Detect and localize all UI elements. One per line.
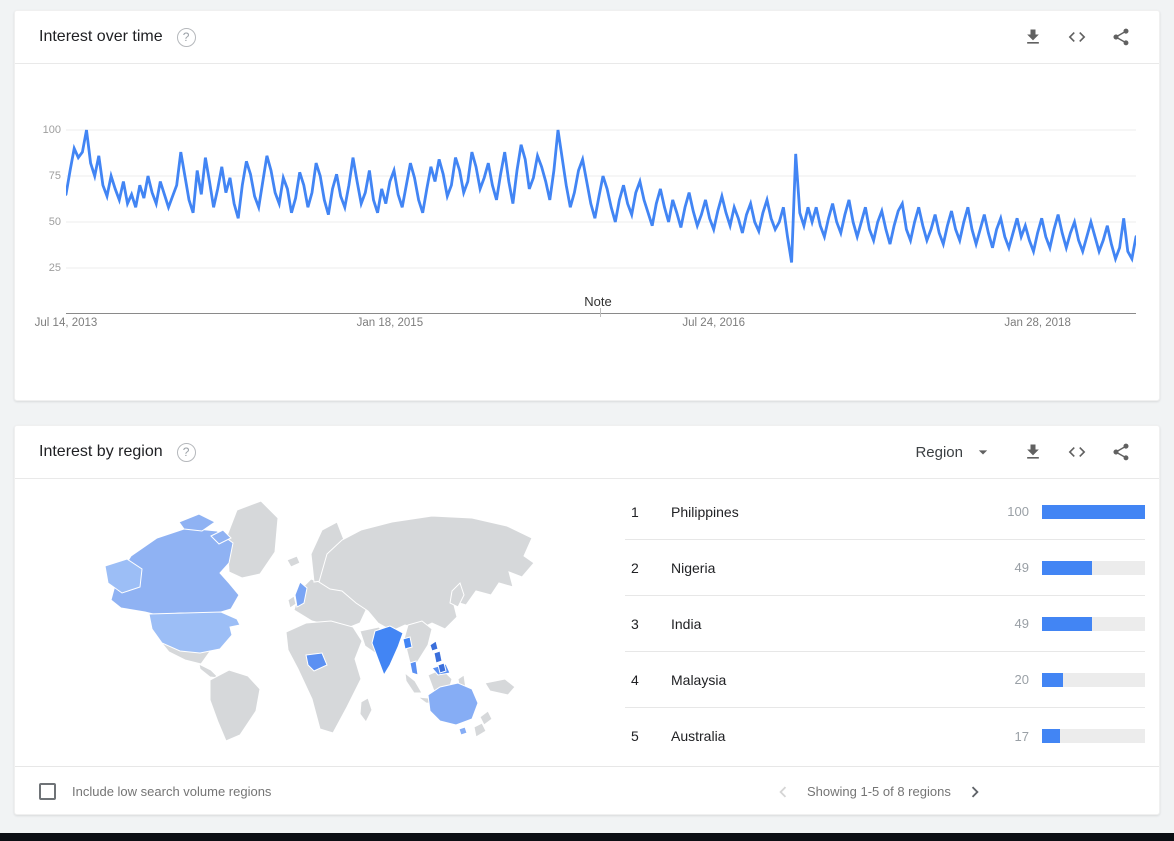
embed-code-icon[interactable] [1065,440,1089,464]
y-axis-label: 50 [48,216,61,228]
map-japan [449,582,465,608]
region-row[interactable]: 3 India 49 [625,596,1145,652]
region-row[interactable]: 1 Philippines 100 [625,484,1145,540]
region-bar-track [1042,616,1145,631]
embed-code-icon[interactable] [1065,25,1089,49]
download-icon[interactable] [1021,25,1045,49]
region-row[interactable]: 2 Nigeria 49 [625,540,1145,596]
help-icon[interactable]: ? [176,442,196,462]
region-country: Nigeria [671,559,716,576]
region-bar-fill [1042,672,1063,687]
trend-line [66,129,1136,264]
include-low-volume-checkbox[interactable] [39,782,56,800]
region-value: 17 [1014,728,1029,744]
region-rank: 5 [631,728,639,744]
region-value: 49 [1014,560,1029,575]
map-country-canada-islands [178,513,232,545]
dropdown-arrow-icon [978,450,988,455]
share-icon[interactable] [1109,440,1133,464]
region-dropdown[interactable]: Region [915,442,993,462]
map-central-america [198,663,221,679]
map-africa [285,620,363,734]
region-bar-track [1042,560,1145,575]
y-axis-label: 25 [48,262,61,274]
region-rank: 2 [631,559,639,576]
prev-page-icon [771,780,795,804]
region-rank: 1 [631,503,639,520]
next-page-icon[interactable] [963,780,987,804]
map-country-australia [427,682,479,736]
region-value: 49 [1014,616,1029,631]
region-country: India [671,615,702,632]
bottom-bar [0,833,1174,841]
map-south-america [209,669,261,742]
pagination-text: Showing 1-5 of 8 regions [807,784,951,799]
map-iceland [286,555,301,568]
region-bar-track [1042,504,1145,519]
pagination: Showing 1-5 of 8 regions [771,767,987,816]
map-country-india [371,625,404,677]
region-rank: 3 [631,615,639,632]
time-toolbar [1021,25,1133,49]
map-country-nigeria [305,652,328,672]
map-eurasia [318,515,535,632]
trend-line-chart[interactable] [66,126,1136,316]
region-footer: Include low search volume regions Showin… [15,766,1159,815]
interest-by-region-title: Interest by region [39,443,163,460]
interest-by-region-header: Interest by region ? Region [15,426,1159,479]
region-country: Malaysia [671,671,727,688]
y-axis-label: 100 [42,124,61,136]
region-value: 100 [1007,504,1029,519]
region-bar-fill [1042,504,1145,519]
region-bar-track [1042,729,1145,743]
region-row[interactable]: 5 Australia 17 [625,708,1145,764]
note-tick-mark [600,308,601,317]
region-bar-fill [1042,729,1060,743]
map-greenland [226,500,279,579]
x-axis-label: Jul 14, 2013 [34,317,98,329]
map-sumatra [404,671,423,694]
map-country-uk [294,581,308,608]
map-madagascar [359,697,373,723]
region-toolbar: Region [915,440,1133,464]
y-axis-label: 75 [48,170,61,182]
region-dropdown-label: Region [915,443,963,461]
region-bar-fill [1042,560,1093,575]
map-new-guinea [484,678,516,696]
note-label[interactable]: Note [584,294,612,309]
region-country: Philippines [671,503,739,520]
region-bar-fill [1042,616,1093,631]
interest-over-time-card: Interest over time ? 100 75 50 25 [14,10,1160,401]
world-map[interactable] [61,484,581,744]
map-country-bangladesh [402,636,413,650]
interest-over-time-header: Interest over time ? [15,11,1159,64]
include-low-volume-label: Include low search volume regions [72,783,272,799]
x-axis-label: Jan 18, 2015 [356,317,424,329]
download-icon[interactable] [1021,440,1045,464]
map-country-alaska [104,558,143,594]
region-row[interactable]: 4 Malaysia 20 [625,652,1145,708]
region-rank: 4 [631,671,639,688]
share-icon[interactable] [1109,25,1133,49]
region-country: Australia [671,728,726,744]
x-axis-label: Jul 24, 2016 [682,317,746,329]
region-bar-track [1042,672,1145,687]
map-country-usa [148,611,241,654]
help-icon[interactable]: ? [176,27,196,47]
map-new-zealand [473,710,493,738]
map-country-philippines [429,640,447,674]
region-value: 20 [1014,672,1029,687]
interest-over-time-title: Interest over time [39,28,163,45]
interest-by-region-card: Interest by region ? Region [14,425,1160,815]
x-axis-label: Jan 28, 2018 [1004,317,1071,329]
region-list: 1 Philippines 100 2 Nigeria 49 3 India 4… [625,484,1145,764]
